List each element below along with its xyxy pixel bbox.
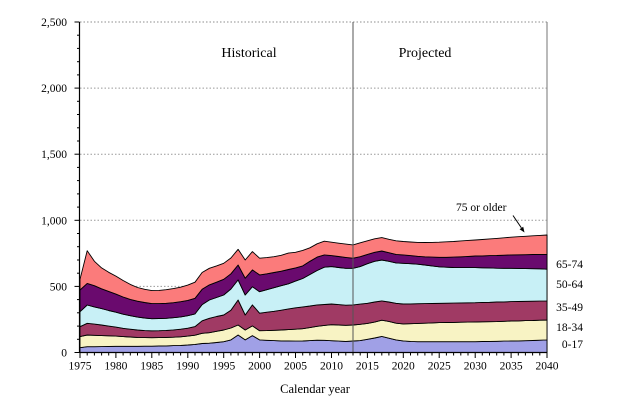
series-label-35-49: 35-49 xyxy=(556,302,583,314)
x-tick-label: 1985 xyxy=(140,361,163,373)
area-series-75-or-older xyxy=(79,234,548,305)
y-tick-label: 0 xyxy=(61,348,67,360)
x-tick-label: 2020 xyxy=(392,361,415,373)
series-label-0-17: 0-17 xyxy=(561,339,583,351)
projected-region-label: Projected xyxy=(398,46,452,61)
x-tick-label: 1990 xyxy=(176,361,199,373)
x-tick-label: 2010 xyxy=(320,361,343,373)
y-tick-label: 500 xyxy=(50,281,68,293)
x-axis-title: Calendar year xyxy=(280,382,350,396)
y-tick-label: 2,500 xyxy=(41,17,67,29)
x-tick-label: 2035 xyxy=(500,361,523,373)
series-label-50-64: 50-64 xyxy=(556,279,583,291)
y-tick-label: 2,000 xyxy=(41,83,67,95)
x-tick-label: 2015 xyxy=(356,361,379,373)
series-label-18-34: 18-34 xyxy=(556,322,583,334)
x-tick-label: 1995 xyxy=(212,361,235,373)
x-tick-label: 1975 xyxy=(69,361,92,373)
x-tick-label: 1980 xyxy=(104,361,127,373)
x-tick-label: 2000 xyxy=(248,361,271,373)
x-tick-label: 2005 xyxy=(284,361,307,373)
series-label-65-74: 65-74 xyxy=(556,259,583,271)
y-tick-label: 1,000 xyxy=(41,215,67,227)
historical-region-label: Historical xyxy=(221,46,277,61)
y-tick-label: 1,500 xyxy=(41,149,67,161)
x-tick-label: 2040 xyxy=(536,361,559,373)
annotation-75-or-older: 75 or older xyxy=(456,202,507,214)
annotation-arrow xyxy=(512,215,522,229)
annotation-arrowhead xyxy=(519,226,525,233)
x-tick-label: 2030 xyxy=(464,361,487,373)
x-tick-label: 2025 xyxy=(428,361,451,373)
